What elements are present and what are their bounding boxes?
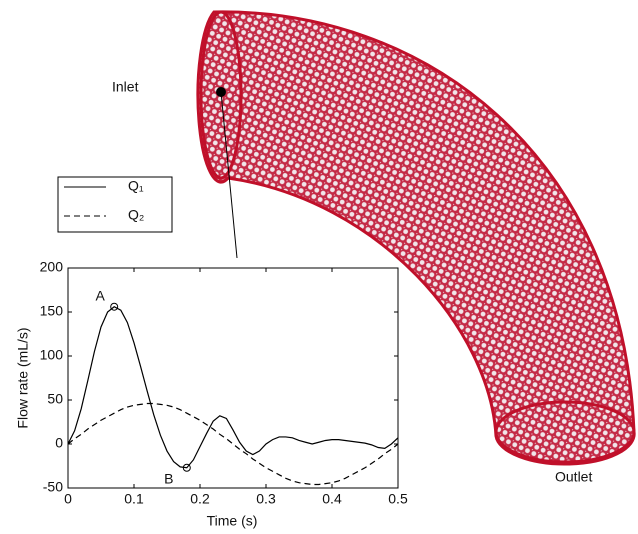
x-axis-label: Time (s) (207, 513, 258, 529)
legend (57, 176, 173, 233)
series-line (67, 306, 399, 469)
y-axis-label: Flow rate (mL/s) (15, 327, 31, 428)
point-marker (110, 302, 119, 311)
outlet-label: Outlet (555, 469, 592, 485)
legend-label: Q₂ (128, 207, 144, 223)
plot-area (67, 267, 399, 489)
point-label: B (164, 470, 173, 486)
tube-mesh (196, 10, 636, 466)
legend-label: Q₁ (128, 178, 144, 194)
point-label: A (96, 287, 106, 303)
y-tick-label: 200 (40, 259, 64, 275)
x-tick-label: 0.1 (124, 491, 144, 507)
point-marker (182, 463, 191, 472)
pointer-line (220, 91, 238, 259)
y-tick-label: 100 (40, 347, 64, 363)
y-tick-label: -50 (43, 479, 63, 495)
x-tick-label: 0.2 (190, 491, 210, 507)
x-tick-label: 0.4 (322, 491, 342, 507)
y-tick-label: 50 (47, 391, 63, 407)
x-tick-label: 0.3 (256, 491, 276, 507)
series-line (67, 402, 399, 486)
x-tick-label: 0 (64, 491, 72, 507)
y-tick-label: 150 (40, 303, 64, 319)
x-tick-label: 0.5 (388, 491, 408, 507)
legend-box (57, 176, 173, 233)
y-tick-label: 0 (55, 435, 63, 451)
inlet-label: Inlet (112, 79, 139, 95)
